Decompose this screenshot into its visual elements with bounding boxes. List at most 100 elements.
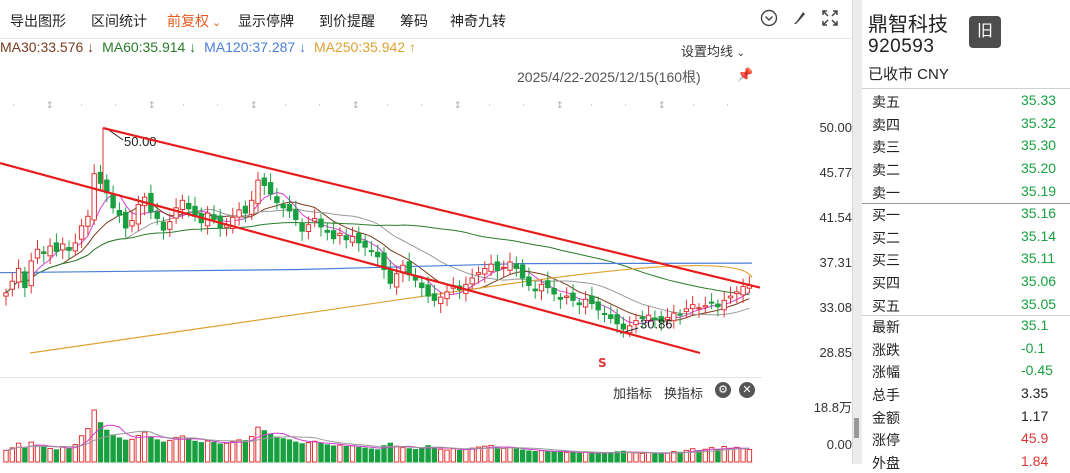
- volume-bar: [400, 447, 406, 463]
- candle-body: [34, 248, 41, 259]
- signal-marker: ↕: [556, 101, 564, 111]
- candle-body: [9, 280, 16, 290]
- volume-bar: [406, 448, 412, 463]
- candle-body: [66, 247, 72, 251]
- volume-bar: [614, 451, 620, 463]
- ask-row: 卖四 35.32: [862, 112, 1070, 135]
- candle-body: [513, 263, 519, 269]
- candle-body: [249, 199, 255, 215]
- volume-bar: [608, 452, 614, 463]
- panel-divider[interactable]: [852, 0, 862, 464]
- chart-toolbar: 导出图形 区间统计 前复权 ⌄ 显示停牌 到价提醒 筹码 神奇九转: [0, 0, 852, 39]
- fullscreen-icon[interactable]: [820, 9, 840, 29]
- volume-bar: [349, 445, 356, 463]
- volume-bar: [734, 446, 740, 463]
- adjust-forward-dropdown[interactable]: 前复权 ⌄: [167, 11, 221, 31]
- candle-body: [589, 295, 595, 305]
- volume-bar: [652, 453, 658, 463]
- stat-row-value: 3.35: [1021, 385, 1049, 402]
- candle-body: [293, 209, 299, 220]
- candle-body: [318, 218, 324, 228]
- stock-name: 鼎智科技: [868, 14, 948, 36]
- candle-body: [740, 286, 746, 296]
- candle-body: [576, 302, 582, 306]
- export-chart-button[interactable]: 导出图形: [10, 13, 66, 29]
- candle-body: [173, 207, 179, 219]
- volume-bar: [28, 441, 34, 463]
- volume-bar: [286, 439, 293, 463]
- candle-body: [167, 221, 173, 230]
- volume-bar: [129, 438, 135, 463]
- signal-marker: ·: [318, 101, 321, 111]
- signal-marker: ·: [522, 101, 525, 111]
- volume-bar: [204, 440, 211, 463]
- volume-bar: [236, 439, 242, 463]
- volume-bar: [274, 436, 280, 463]
- chevron-circle-icon[interactable]: [759, 9, 779, 29]
- volume-bar: [261, 430, 268, 463]
- pin-icon[interactable]: 📌: [737, 67, 754, 82]
- candle-body: [85, 215, 91, 227]
- volume-bar: [639, 452, 645, 463]
- volume-bar: [482, 445, 488, 463]
- stat-row-label: 涨停: [872, 432, 900, 449]
- close-icon[interactable]: ✕: [739, 382, 755, 398]
- candle-body: [343, 235, 349, 241]
- adjust-forward-label: 前复权: [167, 13, 209, 29]
- candle-body: [564, 295, 570, 298]
- volume-bar: [3, 449, 9, 463]
- volume-ma10-line: [5, 430, 750, 454]
- candlestick-chart[interactable]: · ↕ · · ↕ · · ↕ · · ↕ · · ↕ · · ↕ · · ↕ · · 50.00 30.86 S: [0, 92, 762, 377]
- candle-body: [639, 316, 645, 319]
- volume-subchart-header: [0, 377, 762, 404]
- stat-row-label: 总手: [872, 387, 900, 404]
- volume-bar: [135, 434, 142, 463]
- volume-bar: [557, 450, 564, 463]
- gear-icon[interactable]: ⚙: [715, 382, 731, 398]
- ask-row-value: 35.30: [1021, 137, 1057, 154]
- signal-marker: ·: [80, 101, 83, 111]
- candle-body: [387, 269, 394, 284]
- volume-bar: [740, 448, 746, 463]
- volume-chart[interactable]: [0, 404, 762, 464]
- candle-body: [620, 323, 627, 330]
- stat-row-value: 1.17: [1021, 407, 1049, 424]
- volume-bar: [582, 451, 589, 463]
- stat-row-label: 涨跌: [872, 341, 900, 358]
- volume-bar: [475, 446, 482, 463]
- add-indicator-button[interactable]: 加指标: [613, 386, 653, 401]
- volume-bar: [564, 451, 570, 463]
- signal-marker: ·: [726, 101, 729, 111]
- candle-body: [135, 204, 142, 225]
- candle-body: [375, 251, 381, 258]
- brush-icon[interactable]: [789, 9, 809, 29]
- switch-indicator-button[interactable]: 换指标: [664, 386, 704, 401]
- candle-body: [15, 267, 22, 283]
- price-alert-button[interactable]: 到价提醒: [319, 13, 375, 29]
- candle-body: [299, 222, 305, 232]
- candle-body: [652, 317, 658, 320]
- candle-body: [475, 272, 482, 275]
- candle-body: [72, 242, 78, 252]
- volume-bar: [337, 444, 343, 463]
- signal-marker: ·: [216, 101, 219, 111]
- candle-body: [645, 314, 652, 322]
- ma60-value: MA60:35.914 ↓: [102, 39, 197, 55]
- channel-upper-line: [102, 126, 761, 289]
- volume-bar: [431, 446, 438, 463]
- ask-row-value: 35.33: [1021, 92, 1057, 108]
- collapse-handle[interactable]: [854, 418, 859, 438]
- candle-body: [608, 314, 614, 319]
- magic-nine-button[interactable]: 神奇九转: [450, 13, 506, 29]
- volume-bar: [34, 444, 41, 463]
- range-stats-button[interactable]: 区间统计: [91, 13, 147, 29]
- ma-settings-dropdown[interactable]: 设置均线 ⌄: [681, 41, 745, 60]
- chips-button[interactable]: 筹码: [400, 13, 428, 29]
- candle-body: [274, 196, 280, 203]
- candle-body: [658, 316, 664, 323]
- show-suspension-button[interactable]: 显示停牌: [238, 13, 294, 29]
- candle-body: [677, 313, 683, 316]
- volume-bar: [211, 441, 217, 463]
- stat-row: 涨幅 -0.45: [862, 359, 1070, 382]
- volume-bar: [658, 453, 664, 463]
